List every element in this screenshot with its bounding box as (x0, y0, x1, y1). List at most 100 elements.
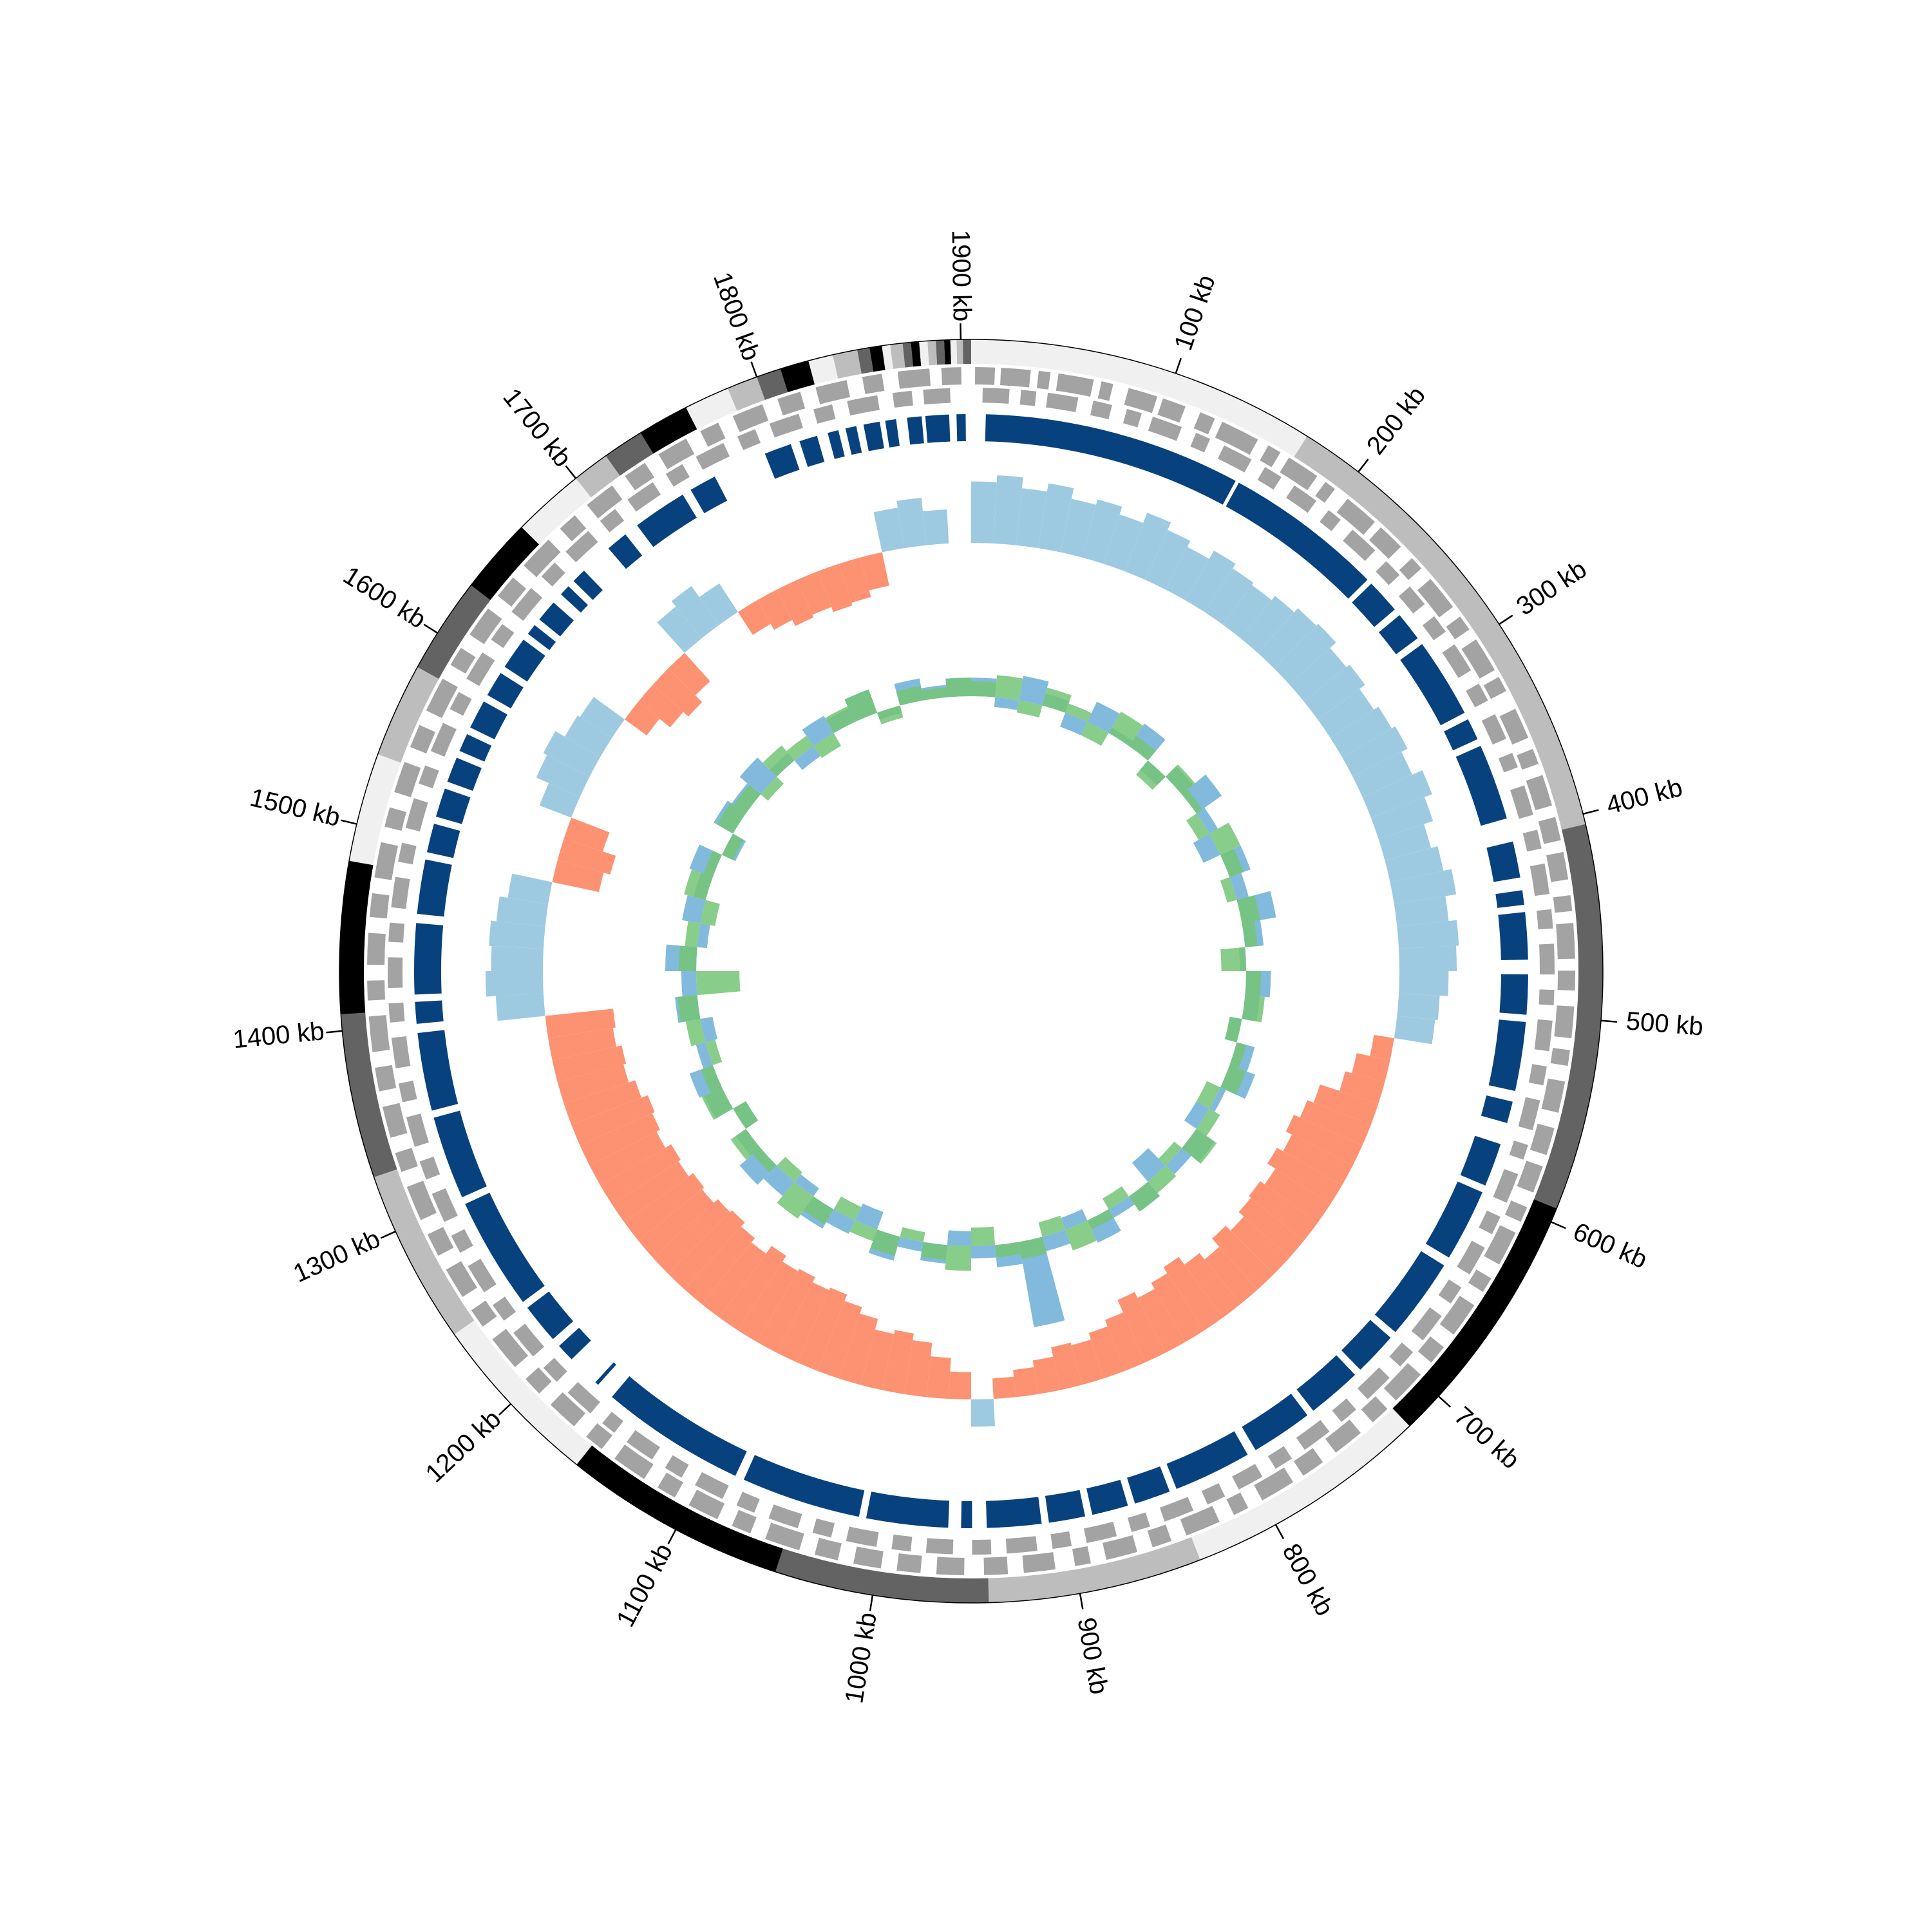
skew-bar (737, 1262, 799, 1342)
block (1460, 1135, 1501, 1186)
skew-bar (638, 1189, 714, 1258)
skew-bar (1317, 688, 1374, 738)
signal-bar (1135, 760, 1166, 790)
signal-bar (1038, 1215, 1066, 1237)
signal-bar (920, 1242, 947, 1260)
gene (812, 1518, 835, 1538)
signal-bar (1019, 1236, 1047, 1259)
gene (1528, 1064, 1547, 1086)
contig (808, 354, 838, 384)
skew-bar (1399, 945, 1457, 971)
contig (417, 585, 491, 679)
gene (602, 1412, 624, 1433)
signal-bar (1220, 947, 1246, 971)
signal-bar (700, 1016, 718, 1043)
skew-bar (1257, 608, 1317, 668)
tick-mark (380, 1231, 396, 1239)
gene (1522, 829, 1542, 852)
skew-bar (757, 589, 793, 630)
signal-bar (1224, 1016, 1242, 1043)
gene (1226, 1492, 1249, 1515)
gene (815, 380, 851, 404)
gene (1147, 1524, 1172, 1548)
signal-bar (1132, 1148, 1166, 1182)
signal-bar (733, 1101, 759, 1129)
skew-bar (1013, 1367, 1039, 1397)
skew-bar (668, 652, 710, 696)
gene (391, 876, 410, 909)
gene (451, 1229, 473, 1253)
gene (1315, 482, 1336, 503)
block (1499, 974, 1528, 1015)
signal-bar (897, 1236, 923, 1252)
signal-bar (803, 1196, 834, 1225)
gene (975, 367, 996, 385)
block (459, 734, 492, 762)
block (608, 534, 643, 569)
skew-bar (1071, 1339, 1104, 1385)
contig (857, 347, 874, 374)
block (527, 625, 556, 650)
contig (1191, 1408, 1410, 1560)
gene (700, 422, 726, 447)
gene (384, 807, 407, 831)
contig (943, 339, 951, 365)
gene (1036, 370, 1051, 390)
skew-bar (1399, 971, 1449, 996)
skew-bar (860, 1329, 895, 1390)
block (925, 414, 951, 443)
skew-bar (491, 945, 544, 971)
signal-bar (1209, 822, 1241, 855)
gene (1280, 457, 1318, 491)
signal-bar (813, 733, 842, 759)
skew-bar (838, 1313, 878, 1385)
gene (1526, 775, 1553, 811)
gene (1439, 1296, 1475, 1335)
skew-bar (1300, 1100, 1371, 1146)
skew-bar (1016, 488, 1047, 549)
outer-ring (339, 339, 1604, 1604)
skew-bar (1303, 665, 1365, 720)
gene (695, 1472, 729, 1499)
gene (1498, 753, 1518, 773)
gene (936, 1557, 965, 1575)
gene (765, 1522, 804, 1551)
skew-bar (564, 817, 610, 852)
gene (1537, 909, 1553, 930)
signal-bar (1196, 1108, 1220, 1136)
skew-bar (1212, 1226, 1274, 1290)
gene (426, 678, 458, 718)
tick-mark (1550, 1221, 1566, 1229)
signal-bar (703, 851, 723, 877)
gene (369, 893, 390, 919)
skew-bar (1378, 824, 1432, 860)
skew-bar (719, 1245, 786, 1331)
skew-bar (1082, 499, 1122, 564)
gene (1148, 417, 1182, 441)
gene (491, 623, 515, 649)
skew-bar (1274, 623, 1336, 685)
gene (1530, 863, 1550, 896)
tick-mark (341, 819, 357, 825)
contig (349, 754, 401, 866)
gene (1090, 401, 1112, 420)
contig (963, 339, 971, 365)
skew-bar (1390, 869, 1457, 904)
signal-bar (826, 1209, 855, 1234)
block (1374, 1251, 1444, 1332)
contig (576, 455, 620, 498)
gene (847, 395, 880, 416)
gene (1479, 1210, 1501, 1235)
tick-mark (326, 1030, 343, 1034)
gene (1267, 1446, 1293, 1469)
skew-bar (1204, 568, 1254, 625)
skew-bar (543, 731, 601, 777)
gene (1325, 1419, 1361, 1453)
signal-bar (777, 1157, 802, 1182)
skew-bar (757, 1269, 815, 1353)
tick-mark (1437, 1396, 1452, 1408)
gene (627, 1430, 660, 1460)
skew-bar (489, 920, 545, 949)
gene (1097, 381, 1113, 401)
